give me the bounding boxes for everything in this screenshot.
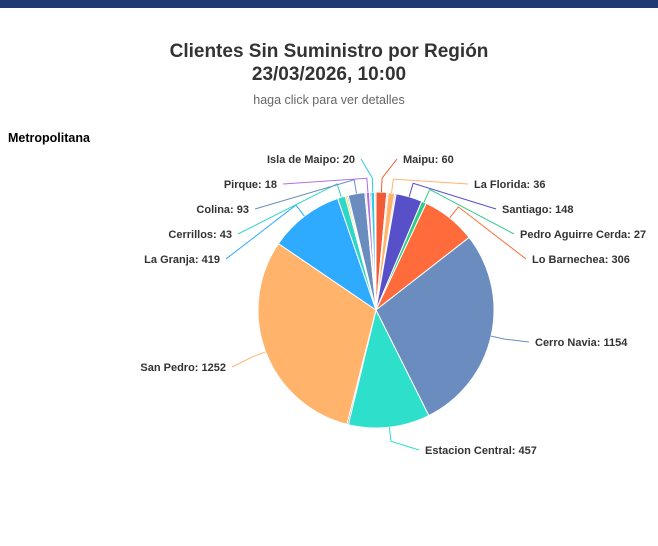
connector-cerrillos — [237, 183, 342, 235]
connector-santiago — [408, 182, 497, 210]
connector-san-pedro — [231, 351, 266, 368]
data-label-cerrillos: Cerrillos: 43 — [168, 229, 232, 241]
connector-estacion-central — [388, 427, 420, 451]
data-label-san-pedro: San Pedro: 1252 — [140, 362, 226, 374]
data-label-pedro-aguirre-cerda: Pedro Aguirre Cerda: 27 — [520, 229, 646, 241]
connector-la-florida — [391, 178, 469, 194]
connector-cerro-navia — [490, 335, 530, 343]
data-label-santiago: Santiago: 148 — [502, 204, 574, 216]
connector-lo-barnechea — [449, 206, 527, 260]
pie-slice-cerro-navia[interactable] — [375, 236, 495, 417]
chart-subtitle: haga click para ver detalles — [253, 93, 405, 107]
pie-slice-la-granja[interactable] — [277, 197, 377, 312]
connector-pedro-aguirre-cerda — [423, 188, 515, 235]
connector-colina — [254, 179, 357, 210]
connector-pirque — [282, 177, 369, 193]
data-label-maipu: Maipu: 60 — [403, 154, 454, 166]
top-navigation-bar — [0, 0, 658, 8]
data-label-colina: Colina: 93 — [196, 204, 249, 216]
chart-title-date: 23/03/2026, 10:00 — [251, 64, 407, 85]
connector-maipu — [380, 158, 398, 193]
region-label: Metropolitana — [8, 131, 90, 145]
data-label-la-florida: La Florida: 36 — [474, 179, 546, 191]
data-label-cerro-navia: Cerro Navia: 1154 — [535, 337, 628, 349]
pie-slice-unlabeled-20[interactable] — [374, 191, 377, 311]
data-label-lo-barnechea: Lo Barnechea: 306 — [532, 254, 630, 266]
data-label-la-granja: La Granja: 419 — [144, 254, 220, 266]
data-label-estacion-central: Estacion Central: 457 — [425, 445, 537, 457]
data-label-pirque: Pirque: 18 — [224, 179, 277, 191]
data-label-isla-de-maipo: Isla de Maipo: 20 — [267, 154, 355, 166]
connector-isla-de-maipo — [360, 158, 374, 193]
chart-title: Clientes Sin Suministro por Región — [169, 41, 489, 62]
